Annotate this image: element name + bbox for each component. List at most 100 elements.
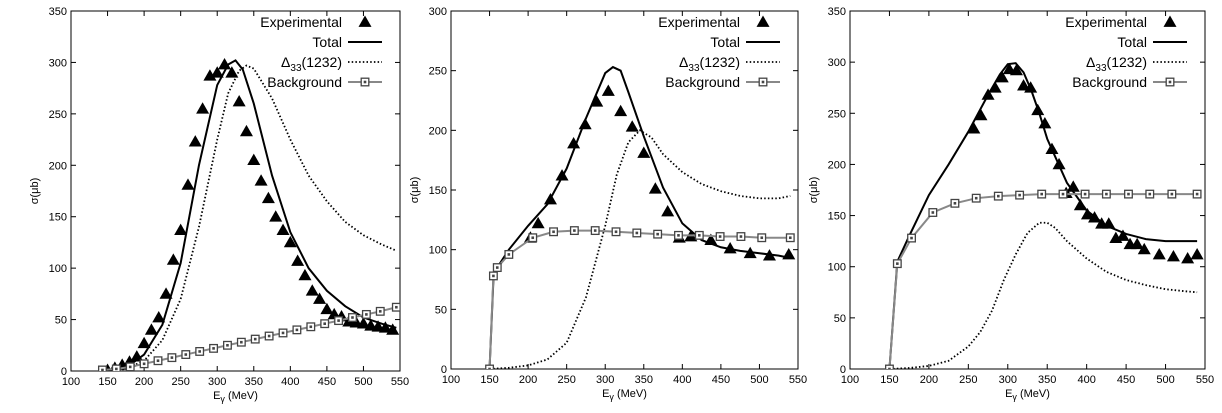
series-experimental (103, 57, 400, 371)
x-tick-label: 300 (208, 376, 226, 388)
legend-label: Total (312, 34, 342, 50)
legend-label: Total (710, 34, 740, 50)
background-point-center (1170, 192, 1174, 196)
delta-curve (489, 129, 791, 369)
background-point-center (677, 234, 680, 237)
legend-triangle (358, 15, 372, 27)
chart-panel-3: 100 150 200 250 300 350 400 450 500 550 0 50 100 150 2… (808, 6, 1214, 402)
chart-panel-2: 100 150 200 250 300 350 400 450 500 550 0 50 100 150 2… (409, 6, 807, 402)
background-point-center (718, 235, 722, 238)
experimental-point (378, 321, 392, 333)
legend-triangle (756, 15, 770, 27)
y-tick-label: 150 (49, 212, 67, 224)
total-curve (888, 62, 1198, 369)
legend-item: Background (1072, 74, 1187, 90)
experimental-point (1152, 247, 1166, 260)
experimental-point (661, 204, 675, 217)
experimental-point (188, 135, 202, 147)
y-tick-label: 200 (429, 125, 447, 137)
legend-item: Experimental (260, 14, 372, 30)
x-tick-label: 200 (135, 376, 153, 388)
y-tick-label: 300 (49, 57, 67, 69)
plot-frame (70, 10, 401, 372)
y-tick-label: 0 (61, 366, 67, 378)
experimental-point (1190, 247, 1204, 260)
experimental-point (1181, 252, 1195, 264)
legend-item: Background (665, 74, 780, 90)
x-tick-label: 100 (62, 376, 80, 388)
background-point-center (593, 229, 597, 232)
experimental-point (269, 210, 283, 222)
background-point-center (910, 236, 913, 240)
x-axis-label: Eγ (MeV) (213, 390, 258, 404)
experimental-point (239, 124, 253, 137)
x-tick-label: 500 (750, 374, 768, 386)
background-point (884, 364, 894, 369)
series--33-1232- (889, 221, 1198, 369)
background-point-center (573, 229, 576, 232)
y-tick-label: 100 (429, 245, 447, 257)
legend: Experimental Total Δ33(1232)Background (658, 14, 780, 90)
background-point-center (697, 234, 701, 237)
legend-label: Experimental (658, 14, 740, 30)
experimental-point (356, 317, 370, 329)
plot-frame (849, 10, 1206, 370)
y-tick-label: 200 (49, 160, 67, 172)
x-tick-label: 200 (920, 374, 938, 386)
legend-item: Δ33(1232) (679, 54, 780, 74)
background-point-center (1083, 192, 1087, 196)
x-tick-label: 450 (1117, 374, 1135, 386)
background-point-center (1061, 192, 1065, 196)
background-point-center (267, 334, 271, 338)
x-tick-label: 100 (442, 374, 460, 386)
experimental-point (276, 223, 290, 235)
x-tick-label: 450 (318, 376, 336, 388)
y-tick-label: 350 (828, 6, 846, 18)
experimental-point (601, 84, 615, 96)
y-tick-label: 350 (49, 6, 67, 18)
experimental-point (1130, 237, 1144, 250)
background-point-center (1018, 193, 1021, 197)
experimental-point (247, 153, 261, 166)
background-point-center (531, 236, 535, 240)
background-point-center (635, 231, 639, 235)
series-experimental (967, 62, 1204, 264)
experimental-point (174, 223, 188, 235)
background-point-center (1105, 192, 1108, 196)
experimental-point (1017, 79, 1031, 91)
background-point-center (351, 316, 354, 319)
experimental-point (1066, 180, 1080, 192)
legend-label: Δ33(1232) (281, 54, 342, 74)
plot-area (97, 57, 400, 371)
experimental-point (974, 108, 988, 121)
legend-item: Total (710, 34, 780, 50)
x-tick-label: 550 (1196, 374, 1214, 386)
delta-curve (107, 64, 397, 371)
y-tick-label: 150 (828, 211, 846, 223)
legend-label: Δ33(1232) (1086, 54, 1147, 74)
background-point-center (101, 368, 104, 371)
experimental-point (298, 268, 312, 281)
y-tick-label: 100 (49, 263, 67, 275)
x-tick-label: 300 (999, 374, 1017, 386)
y-tick-label: 200 (828, 159, 846, 171)
experimental-point (254, 174, 268, 186)
experimental-point (313, 292, 327, 304)
legend-label: Background (1072, 74, 1147, 90)
legend-label: Total (1117, 34, 1147, 50)
experimental-point (283, 235, 297, 248)
background-point-center (198, 350, 201, 353)
legend-item: Δ33(1232) (1086, 54, 1187, 74)
experimental-point (648, 182, 662, 194)
experimental-point (144, 323, 158, 335)
experimental-point (567, 136, 581, 149)
total-curve (107, 59, 397, 371)
x-tick-label: 250 (959, 374, 977, 386)
experimental-point (261, 191, 275, 204)
series-background (485, 226, 795, 369)
background-point-center (156, 359, 160, 363)
legend-triangle (1163, 15, 1177, 27)
x-tick-label: 400 (281, 376, 299, 388)
experimental-point (625, 120, 639, 132)
x-tick-label: 500 (354, 376, 372, 388)
